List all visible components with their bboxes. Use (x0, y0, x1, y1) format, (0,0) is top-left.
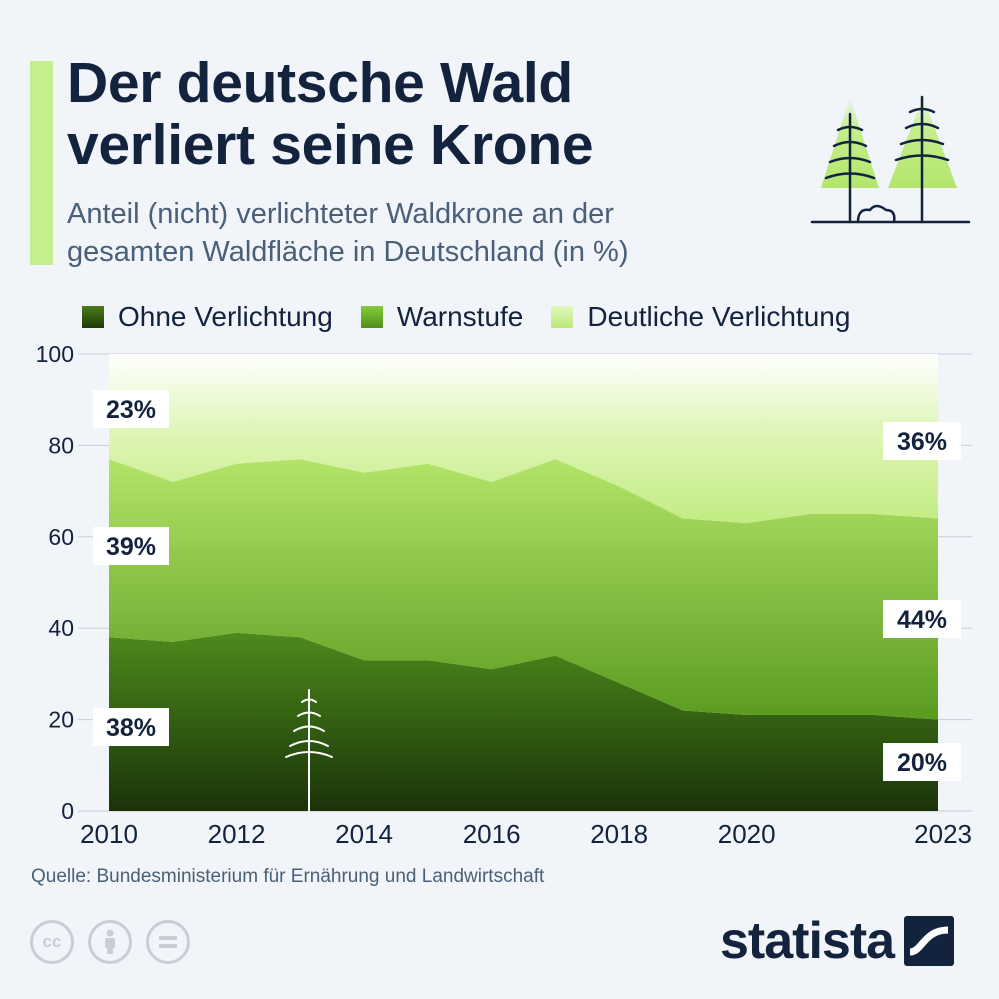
value-label: 44% (883, 600, 961, 638)
attribution-icon[interactable] (88, 920, 132, 964)
chart-subtitle: Anteil (nicht) verlichteter Waldkrone an… (67, 198, 629, 268)
area-ohne-verlichtung (109, 632, 938, 811)
license-icons: cc (30, 920, 204, 964)
axes: 0 20 40 60 80 100 2010 2012 2014 2016 2018 2020 2023 (36, 341, 972, 849)
value-label: 36% (883, 422, 961, 460)
value-label: 39% (93, 527, 169, 565)
svg-text:38%: 38% (106, 714, 156, 742)
legend-item-ohne-verlichtung: Ohne Verlichtung (82, 301, 333, 333)
area-deutliche-verlichtung (109, 354, 938, 524)
legend-label: Deutliche Verlichtung (587, 301, 851, 332)
accent-bar (30, 61, 53, 265)
y-tick-label: 100 (36, 341, 74, 367)
svg-text:39%: 39% (106, 533, 156, 561)
legend-label: Ohne Verlichtung (118, 301, 333, 332)
y-tick-label: 60 (48, 524, 74, 550)
chart-legend: Ohne Verlichtung Warnstufe Deutliche Ver… (82, 299, 878, 335)
forest-illustration-icon (810, 95, 971, 224)
creative-commons-icon[interactable]: cc (30, 920, 74, 964)
value-label: 23% (93, 390, 169, 428)
source-note: Quelle: Bundesministerium für Ernährung … (31, 866, 545, 887)
legend-swatch (360, 306, 383, 328)
svg-text:44%: 44% (897, 606, 947, 634)
x-tick-label: 2016 (463, 819, 521, 849)
svg-text:23%: 23% (106, 396, 156, 424)
area-warnstufe (109, 459, 938, 720)
small-tree-icon (285, 689, 333, 813)
y-tick-label: 20 (48, 707, 74, 733)
y-tick-label: 0 (61, 798, 74, 824)
x-tick-label: 2014 (335, 819, 393, 849)
value-labels: 38% 39% 23% 20% 44% 36% (93, 390, 961, 781)
x-tick-label: 2018 (590, 819, 648, 849)
legend-swatch (551, 306, 574, 328)
legend-label: Warnstufe (396, 301, 524, 332)
svg-text:36%: 36% (897, 428, 947, 456)
statista-mark-icon (904, 916, 955, 966)
y-tick-label: 40 (48, 615, 74, 641)
brand-name: statista (720, 912, 895, 970)
legend-swatch (82, 306, 104, 328)
x-tick-label: 2012 (208, 819, 266, 849)
no-derivatives-icon[interactable] (146, 920, 190, 964)
legend-item-warnstufe: Warnstufe (360, 301, 524, 333)
areas (109, 354, 938, 811)
chart-title: Der deutsche Wald verliert seine Krone (67, 51, 594, 177)
svg-text:20%: 20% (897, 749, 947, 777)
value-label: 38% (93, 708, 169, 746)
value-label: 20% (883, 743, 961, 781)
legend-item-deutliche-verlichtung: Deutliche Verlichtung (551, 301, 850, 333)
x-tick-label: 2020 (718, 819, 776, 849)
y-tick-label: 80 (48, 432, 74, 458)
x-tick-label: 2023 (914, 819, 972, 849)
statista-logo[interactable]: statista (720, 912, 955, 970)
x-tick-label: 2010 (80, 819, 138, 849)
